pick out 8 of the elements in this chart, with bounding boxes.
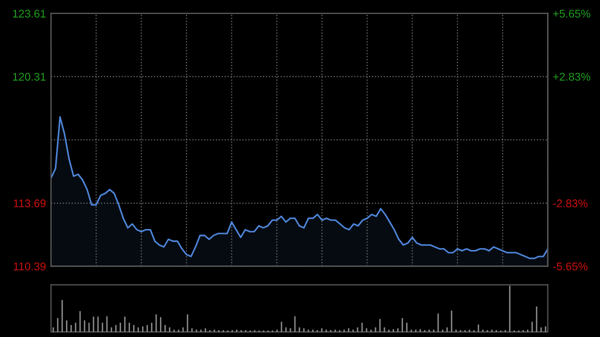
y2-tick-label: -5.65% bbox=[553, 262, 588, 270]
y2-tick-label: +5.65% bbox=[553, 10, 590, 18]
y-tick-label: 110.39 bbox=[14, 262, 46, 270]
y2-tick-label: -2.83% bbox=[553, 199, 588, 208]
y-tick-label: 120.31 bbox=[13, 72, 46, 81]
y2-tick-label: +2.83% bbox=[553, 72, 590, 81]
y-tick-label: 113.69 bbox=[14, 199, 46, 208]
y-tick-label: 123.61 bbox=[13, 10, 46, 18]
